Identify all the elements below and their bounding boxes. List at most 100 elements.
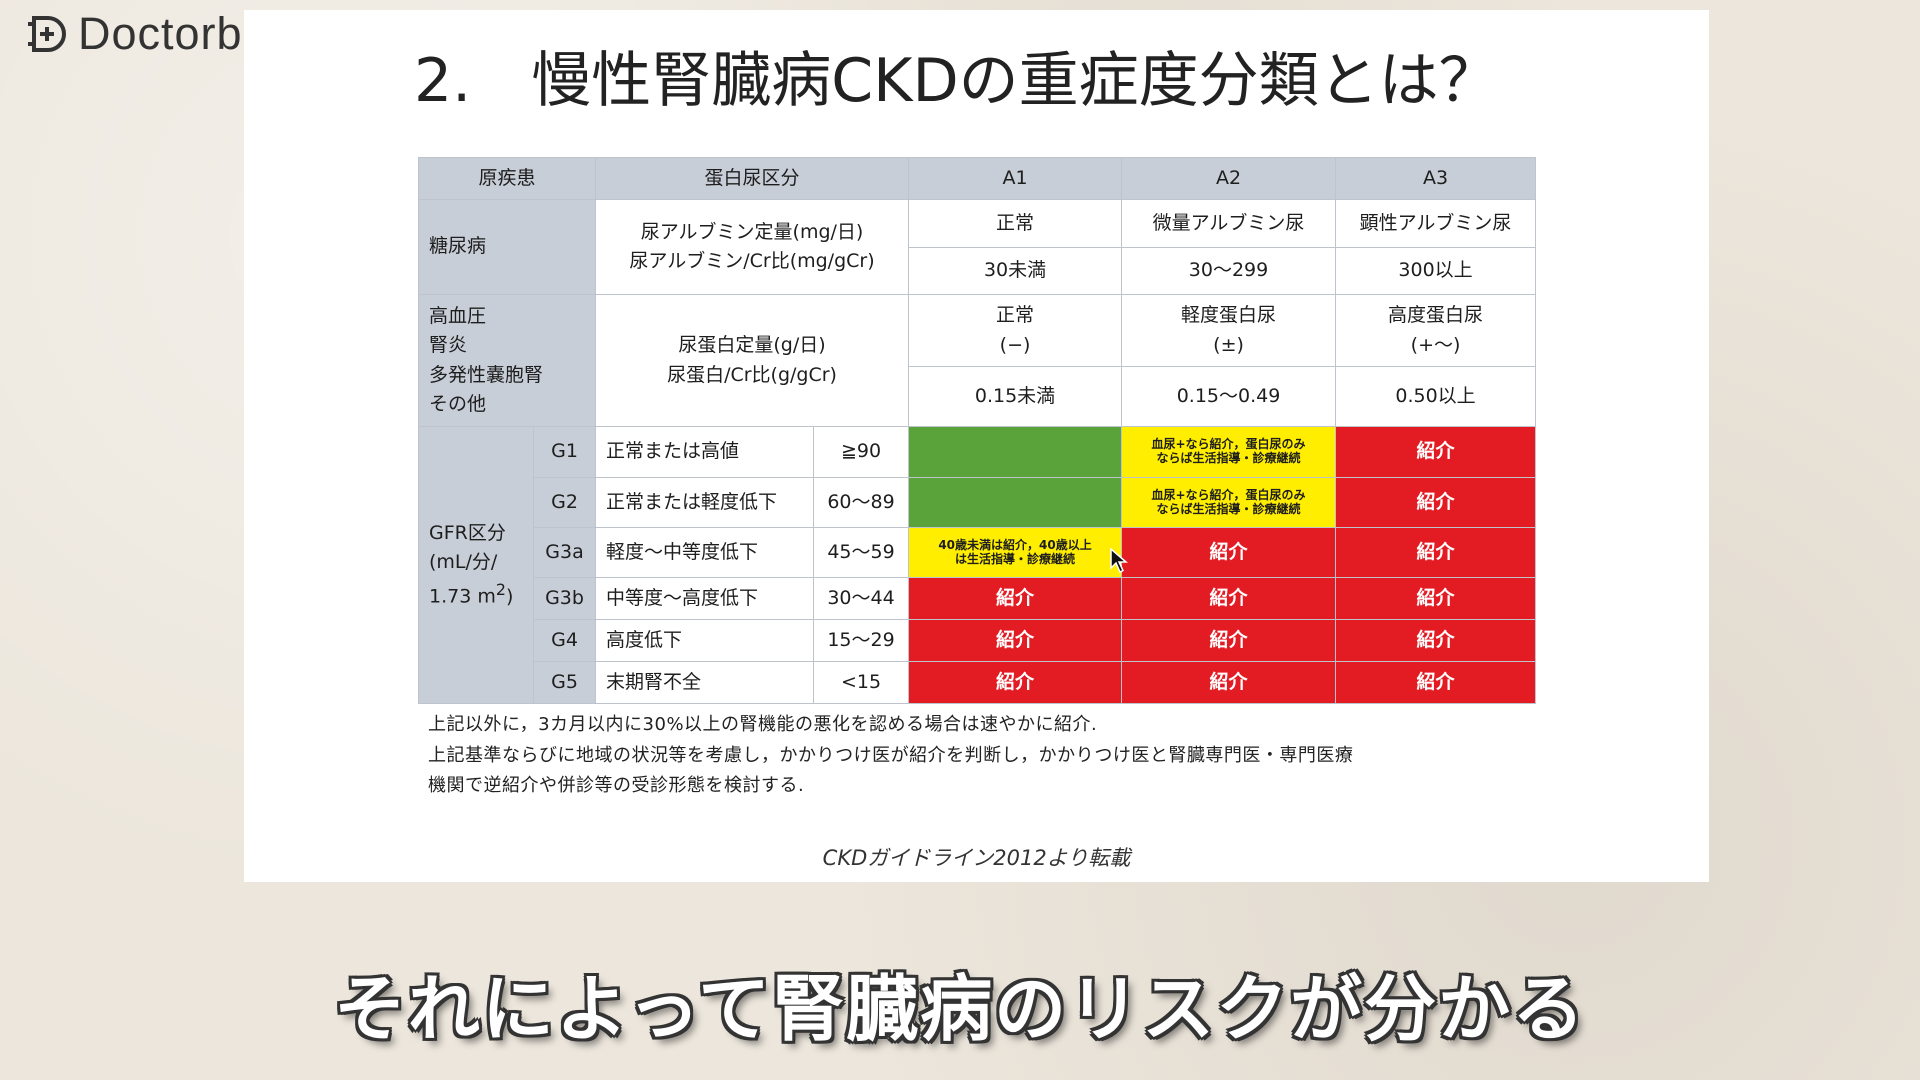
gfr-grade: G3a [532,527,597,578]
risk-cell-g3a-a2: 紹介 [1121,527,1337,578]
risk-note-line2: ならば生活指導・診療継続 [1156,501,1301,516]
diabetes-a3-value: 300以上 [1335,247,1537,295]
other-a2-label-text: 軽度蛋白尿 [1181,304,1277,327]
gfr-grade: G3b [532,577,597,620]
table-row: 糖尿病 尿アルブミン定量(mg/日) 尿アルブミン/Cr比(mg/gCr) 正常… [417,199,1537,295]
gfr-label-unit: 1.73 m [429,584,496,607]
gfr-grade: G2 [532,477,597,528]
ckd-severity-table: 原疾患 蛋白尿区分 A1 A2 A3 糖尿病 尿アルブミン定量(mg/日) 尿ア… [417,157,1537,704]
diabetes-a2-label: 微量アルブミン尿 [1121,199,1337,248]
risk-cell-g4-a2: 紹介 [1121,619,1337,662]
gfr-category-label: GFR区分 (mL/分/ 1.73 m2) [418,426,534,704]
risk-cell-g2-a2: 血尿+なら紹介，蛋白尿のみ ならば生活指導・診療継続 [1121,477,1337,528]
other-a3-label-text: 高度蛋白尿 [1388,304,1484,327]
note-line-3: 機関で逆紹介や併診等の受診形態を検討する. [428,775,805,797]
gfr-grade: G4 [532,619,597,662]
gfr-desc: 正常または軽度低下 [595,477,815,528]
note-line-1: 上記以外に，3カ月以内に30%以上の腎機能の悪化を認める場合は速やかに紹介. [428,714,1098,735]
table-header-row: 原疾患 蛋白尿区分 A1 A2 A3 [417,157,1537,200]
risk-cell-g5-a1: 紹介 [908,661,1123,704]
diabetes-a3-label: 顕性アルブミン尿 [1335,199,1537,248]
risk-cell-g3b-a3: 紹介 [1335,577,1537,620]
risk-cell-g1-a2: 血尿+なら紹介，蛋白尿のみ ならば生活指導・診療継続 [1121,426,1337,478]
risk-cell-g4-a3: 紹介 [1335,619,1537,662]
header-a2: A2 [1121,157,1337,200]
gfr-label-line1: GFR区分 [429,521,506,544]
gfr-label-line3: 1.73 m2) [429,578,533,612]
other-measure: 尿蛋白定量(g/日) 尿蛋白/Cr比(g/gCr) [595,294,910,427]
risk-cell-g3b-a2: 紹介 [1121,577,1337,620]
diabetes-measure: 尿アルブミン定量(mg/日) 尿アルブミン/Cr比(mg/gCr) [595,199,910,295]
slide-title: 2. 慢性腎臓病CKDの重症度分類とは？ [414,46,1499,116]
other-a3-label: 高度蛋白尿 (+〜) [1335,294,1537,367]
other-a1-label-sub: (−) [999,333,1031,356]
gfr-label-end: ) [505,584,514,607]
gfr-row-g2: G2 正常または軽度低下 60〜89 血尿+なら紹介，蛋白尿のみ ならば生活指導… [419,477,1537,528]
gfr-range: 15〜29 [813,619,910,662]
mouse-pointer-icon [1110,548,1128,574]
other-a1-value: 0.15未満 [908,366,1123,427]
risk-cell-g1-a3: 紹介 [1335,426,1537,478]
source-citation: CKDガイドライン2012より転載 [822,846,1131,870]
gfr-range: 30〜44 [813,577,910,620]
gfr-label-line2: (mL/分/ [429,551,498,574]
header-disease: 原疾患 [417,157,597,200]
disease-other-line1: 高血圧 [429,304,487,327]
other-a2-label-sub: (±) [1213,333,1244,356]
other-a1-label: 正常 (−) [908,294,1123,367]
other-a2-label: 軽度蛋白尿 (±) [1121,294,1337,367]
referral-note: 上記以外に，3カ月以内に30%以上の腎機能の悪化を認める場合は速やかに紹介. 上… [428,710,1538,802]
risk-note-line1: 血尿+なら紹介，蛋白尿のみ [1151,487,1306,502]
doctorbook-logo-icon [28,16,66,52]
other-a2-value: 0.15〜0.49 [1121,366,1337,427]
risk-note-line1: 40歳未満は紹介，40歳以上 [938,537,1092,552]
header-a3: A3 [1335,157,1537,200]
diabetes-a2-value: 30〜299 [1121,247,1337,295]
diabetes-a1-value: 30未満 [908,247,1123,295]
risk-cell-g4-a1: 紹介 [908,619,1123,662]
gfr-grade: G1 [532,426,597,478]
other-measure-line2: 尿蛋白/Cr比(g/gCr) [667,363,837,386]
table-row: 高血圧 腎炎 多発性嚢胞腎 その他 尿蛋白定量(g/日) 尿蛋白/Cr比(g/g… [417,294,1537,427]
header-protein-class: 蛋白尿区分 [595,157,910,200]
risk-note-line2: ならば生活指導・診療継続 [1156,451,1301,465]
other-a3-label-sub: (+〜) [1410,333,1461,356]
risk-cell-g2-a3: 紹介 [1335,477,1537,528]
gfr-range: ≧90 [813,426,910,478]
gfr-range: 45〜59 [813,527,910,578]
risk-note-line2: は生活指導・診療継続 [955,551,1076,566]
gfr-desc: 軽度〜中等度低下 [595,527,815,578]
risk-note-line1: 血尿+なら紹介，蛋白尿のみ [1151,437,1306,452]
diabetes-measure-line2: 尿アルブミン/Cr比(mg/gCr) [629,250,875,272]
gfr-grade: G5 [532,661,597,704]
gfr-row-g1: GFR区分 (mL/分/ 1.73 m2) G1 正常または高値 ≧90 血尿+… [418,426,1537,704]
disease-other: 高血圧 腎炎 多発性嚢胞腎 その他 [417,294,597,427]
risk-cell-g1-a1 [908,426,1123,478]
gfr-desc: 中等度〜高度低下 [595,577,815,620]
diabetes-a1-label: 正常 [908,199,1123,248]
other-measure-line1: 尿蛋白定量(g/日) [678,334,826,357]
disease-diabetes: 糖尿病 [417,199,597,295]
gfr-row-g5: G5 末期腎不全 <15 紹介 紹介 紹介 [419,661,1537,704]
risk-cell-g5-a2: 紹介 [1121,661,1337,704]
gfr-range: <15 [813,661,910,704]
slide: 2. 慢性腎臓病CKDの重症度分類とは？ 原疾患 蛋白尿区分 A1 A2 A3 … [244,10,1709,882]
header-a1: A1 [908,157,1123,200]
disease-other-line4: その他 [429,392,487,415]
video-subtitle: それによって腎臓病のリスクが分かる [333,967,1587,1051]
risk-cell-g2-a1 [908,477,1123,528]
diabetes-measure-line1: 尿アルブミン定量(mg/日) [640,220,864,243]
gfr-row-g4: G4 高度低下 15〜29 紹介 紹介 紹介 [419,619,1537,662]
gfr-row-g3b: G3b 中等度〜高度低下 30〜44 紹介 紹介 紹介 [419,577,1537,620]
disease-other-line3: 多発性嚢胞腎 [429,363,544,386]
gfr-row-g3a: G3a 軽度〜中等度低下 45〜59 40歳未満は紹介，40歳以上 は生活指導・… [419,527,1537,578]
other-a1-label-text: 正常 [996,304,1035,327]
risk-cell-g3a-a1: 40歳未満は紹介，40歳以上 は生活指導・診療継続 [908,527,1123,578]
note-line-2: 上記基準ならびに地域の状況等を考慮し，かかりつけ医が紹介を判断し，かかりつけ医と… [428,744,1354,766]
risk-cell-g5-a3: 紹介 [1335,661,1537,704]
gfr-desc: 高度低下 [595,619,815,662]
other-a3-value: 0.50以上 [1335,366,1537,427]
gfr-label-sup: 2 [495,579,506,599]
risk-cell-g3a-a3: 紹介 [1335,527,1537,578]
risk-cell-g3b-a1: 紹介 [908,577,1123,620]
